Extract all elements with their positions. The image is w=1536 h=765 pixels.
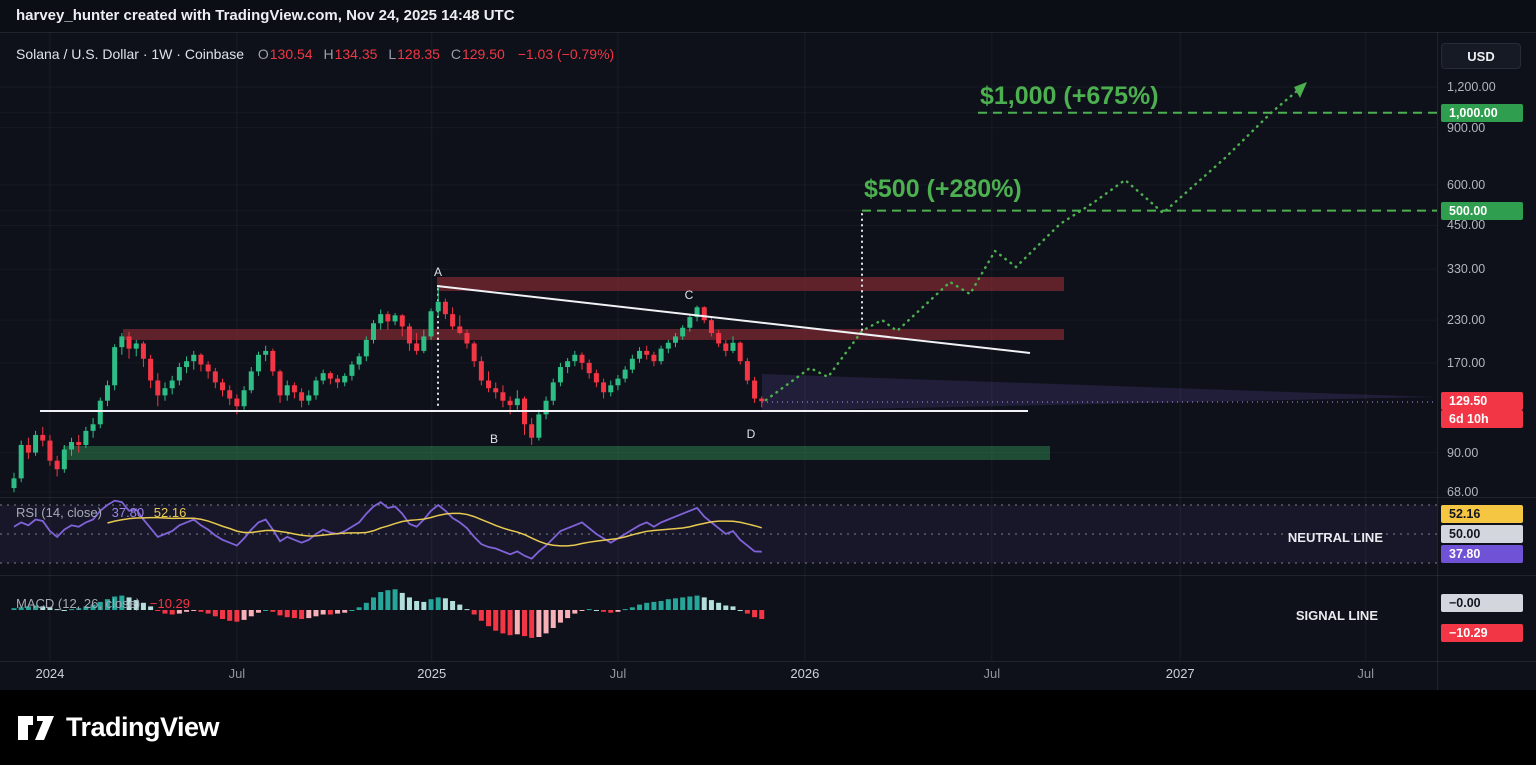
time-label-Jul[interactable]: Jul <box>983 666 1001 681</box>
time-label-Jul[interactable]: Jul <box>1357 666 1375 681</box>
support-zone-green[interactable] <box>63 446 1050 460</box>
macd-value: −10.29 <box>149 596 191 611</box>
target-annotation[interactable]: $1,000 (+675%) <box>980 82 1159 110</box>
ohlc-open-value: 130.54 <box>269 46 313 62</box>
time-label-2027[interactable]: 2027 <box>1165 666 1195 681</box>
time-label-Jul[interactable]: Jul <box>609 666 627 681</box>
price-tick-450: 450.00 <box>1447 218 1486 233</box>
header-separator <box>0 32 1536 33</box>
rsi-line <box>13 499 762 560</box>
time-axis-separator <box>0 661 1536 662</box>
point-label-C[interactable]: C <box>685 288 694 302</box>
countdown-badge: 6d 10h <box>1441 410 1523 429</box>
resistance-zone-lower[interactable] <box>123 329 1064 340</box>
ohlc-close-value: 129.50 <box>461 46 505 62</box>
price-tick-90: 90.00 <box>1447 445 1479 460</box>
attribution-bar: harvey_hunter created with TradingView.c… <box>0 0 1536 32</box>
trendline[interactable] <box>436 285 1031 354</box>
price-tick-1200: 1,200.00 <box>1447 80 1496 94</box>
tradingview-wordmark[interactable]: TradingView <box>66 712 220 742</box>
chart-pane[interactable]: A B C D $1,000 (+675%) $500 (+280%) NEUTRAL LI… <box>0 32 1437 662</box>
macd-badge-−10.29: −10.29 <box>1441 624 1523 643</box>
macd-badge-−0.00: −0.00 <box>1441 594 1523 612</box>
price-badge-500: 500.00 <box>1441 201 1523 220</box>
macd-indicator-label[interactable]: MACD (12, 26, close) −10.29 <box>16 596 190 611</box>
annotation-text[interactable]: SIGNAL LINE <box>1296 608 1378 623</box>
rsi-title: RSI (14, close) <box>16 505 102 520</box>
change-value: −1.03 (−0.79%) <box>517 46 615 62</box>
projection-path[interactable] <box>764 84 1305 402</box>
rsi-ma-line <box>107 512 762 547</box>
symbol-title[interactable]: Solana / U.S. Dollar · 1W · Coinbase <box>16 46 244 62</box>
tradingview-logo-icon[interactable] <box>16 711 56 745</box>
time-label-Jul[interactable]: Jul <box>228 666 246 681</box>
ohlc-close-label: C <box>450 46 461 62</box>
price-tick-170: 170.00 <box>1447 355 1486 370</box>
ohlc-open-label: O <box>257 46 269 62</box>
time-label-2026[interactable]: 2026 <box>790 666 820 681</box>
candlestick-series[interactable] <box>11 285 765 493</box>
price-badge-129.5: 129.50 <box>1441 392 1523 411</box>
rsi-band <box>0 505 1437 563</box>
rsi-value: 37.80 <box>111 505 145 520</box>
point-label-A[interactable]: A <box>434 265 442 279</box>
rsi-panel-separator[interactable] <box>0 497 1536 498</box>
rsi-badge-52.16: 52.16 <box>1441 504 1523 523</box>
rsi-badge-50.00: 50.00 <box>1441 525 1523 543</box>
macd-title: MACD (12, 26, close) <box>16 596 141 611</box>
macd-panel-separator[interactable] <box>0 575 1536 576</box>
ohlc-low-value: 128.35 <box>397 46 440 62</box>
descending-wedge[interactable] <box>762 374 1435 411</box>
price-scale-separator[interactable] <box>1437 32 1438 690</box>
rsi-ma-value: 52.16 <box>153 505 187 520</box>
target-annotation[interactable]: $500 (+280%) <box>864 175 1022 203</box>
rsi-indicator-label[interactable]: RSI (14, close) 37.80 52.16 <box>16 505 186 520</box>
time-label-2024[interactable]: 2024 <box>35 666 65 681</box>
ohlc-low-label: L <box>388 46 397 62</box>
time-label-2025[interactable]: 2025 <box>417 666 447 681</box>
rsi-badge-37.80: 37.80 <box>1441 544 1523 563</box>
ohlc-high-value: 134.35 <box>334 46 378 62</box>
projection-arrow-icon <box>1294 82 1307 98</box>
point-label-D[interactable]: D <box>747 427 756 441</box>
grid <box>0 32 1437 661</box>
price-badge-1000: 1,000.00 <box>1441 103 1523 122</box>
footer: TradingView <box>0 690 1536 765</box>
price-tick-230: 230.00 <box>1447 313 1486 328</box>
ohlc-high-label: H <box>323 46 334 62</box>
macd-histogram <box>11 589 765 638</box>
annotation-text[interactable]: NEUTRAL LINE <box>1288 530 1383 545</box>
symbol-info-bar: Solana / U.S. Dollar · 1W · Coinbase O13… <box>16 46 614 62</box>
currency-toggle-usd[interactable]: USD <box>1441 43 1521 69</box>
price-tick-900: 900.00 <box>1447 120 1486 135</box>
price-tick-600: 600.00 <box>1447 177 1486 192</box>
resistance-zone-upper[interactable] <box>437 277 1064 291</box>
price-tick-330: 330.00 <box>1447 262 1486 277</box>
price-tick-68: 68.00 <box>1447 485 1479 500</box>
point-label-B[interactable]: B <box>490 432 498 446</box>
